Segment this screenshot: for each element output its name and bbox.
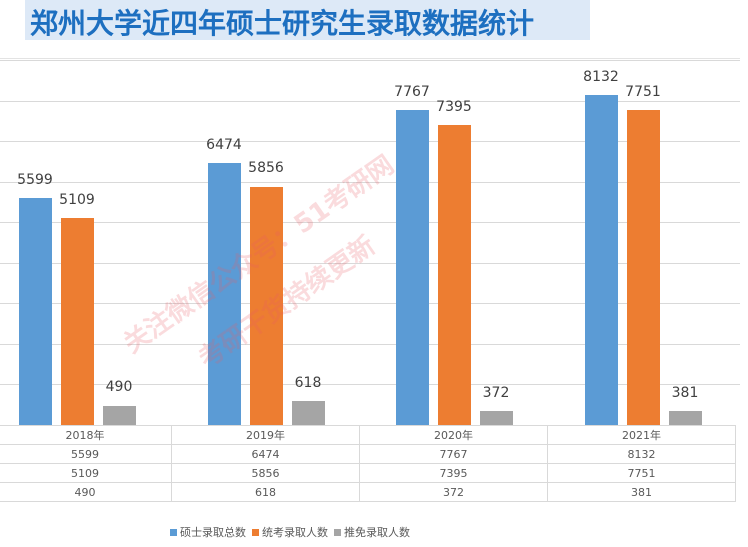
gridline	[0, 182, 740, 183]
data-label: 6474	[206, 137, 242, 153]
gridline	[0, 344, 740, 345]
data-label: 7767	[394, 84, 430, 100]
legend-label: 硕士录取总数	[180, 526, 246, 539]
data-label: 7751	[625, 84, 661, 100]
table-header: 2019年	[171, 425, 360, 445]
legend-swatch-blue	[170, 528, 177, 536]
legend-item-exam[interactable]: 统考录取人数	[252, 524, 328, 540]
chart-title: 郑州大学近四年硕士研究生录取数据统计	[30, 7, 535, 40]
legend-swatch-gray	[334, 528, 341, 536]
bar-2018-exam[interactable]	[61, 218, 94, 425]
plot-area: 5599 5109 490 6474 5856 618 7767 7395 37…	[0, 60, 740, 425]
data-label: 5599	[17, 172, 53, 188]
legend-item-recommend[interactable]: 推免录取人数	[334, 524, 410, 540]
table-header: 2021年	[547, 425, 736, 445]
bar-2020-recommend[interactable]	[480, 411, 513, 425]
legend: 硕士录取总数 统考录取人数 推免录取人数	[170, 524, 410, 540]
data-table: 2018年 2019年 2020年 2021年 5599 6474 7767 8…	[0, 425, 736, 502]
table-header: 2018年	[0, 425, 172, 445]
bar-2018-total[interactable]	[19, 198, 52, 425]
data-label: 618	[294, 375, 322, 391]
bar-2019-exam[interactable]	[250, 187, 283, 425]
bar-2021-total[interactable]	[585, 95, 618, 425]
gridline	[0, 101, 740, 102]
table-cell: 5109	[0, 463, 172, 483]
gridline	[0, 222, 740, 223]
gridline	[0, 263, 740, 264]
bar-2021-exam[interactable]	[627, 110, 660, 425]
table-cell: 6474	[171, 444, 360, 464]
table-row: 490 618 372 381	[0, 482, 736, 502]
table-cell: 7751	[547, 463, 736, 483]
table-cell: 7395	[359, 463, 548, 483]
plot-top-border	[0, 58, 740, 59]
legend-label: 推免录取人数	[344, 526, 410, 539]
data-label: 7395	[436, 99, 472, 115]
table-cell: 5856	[171, 463, 360, 483]
bar-2018-recommend[interactable]	[103, 406, 136, 425]
table-row: 5109 5856 7395 7751	[0, 463, 736, 483]
table-cell: 618	[171, 482, 360, 502]
gridline	[0, 384, 740, 385]
table-row: 5599 6474 7767 8132	[0, 444, 736, 464]
table-cell: 490	[0, 482, 172, 502]
legend-item-total[interactable]: 硕士录取总数	[170, 524, 246, 540]
data-label: 372	[482, 385, 510, 401]
data-label: 8132	[583, 69, 619, 85]
table-cell: 381	[547, 482, 736, 502]
data-label: 5856	[248, 160, 284, 176]
table-cell: 5599	[0, 444, 172, 464]
gridline	[0, 303, 740, 304]
table-header: 2020年	[359, 425, 548, 445]
bar-2019-total[interactable]	[208, 163, 241, 425]
gridline	[0, 141, 740, 142]
bar-2019-recommend[interactable]	[292, 401, 325, 425]
data-label: 5109	[59, 192, 95, 208]
table-cell: 372	[359, 482, 548, 502]
bar-2020-total[interactable]	[396, 110, 429, 425]
data-label: 381	[671, 385, 699, 401]
title-banner	[25, 0, 590, 40]
legend-label: 统考录取人数	[262, 526, 328, 539]
gridline	[0, 60, 740, 61]
table-cell: 7767	[359, 444, 548, 464]
table-cell: 8132	[547, 444, 736, 464]
legend-swatch-orange	[252, 528, 259, 536]
table-header-row: 2018年 2019年 2020年 2021年	[0, 425, 736, 445]
data-label: 490	[105, 379, 133, 395]
bar-2020-exam[interactable]	[438, 125, 471, 425]
bar-2021-recommend[interactable]	[669, 411, 702, 425]
